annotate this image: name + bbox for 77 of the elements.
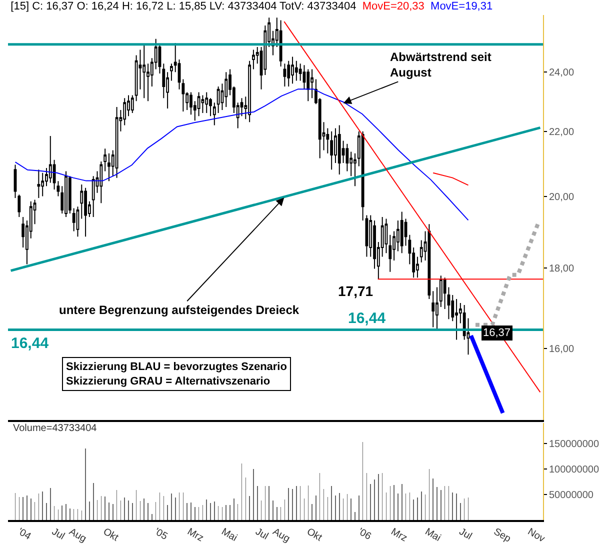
candlestick xyxy=(388,234,392,272)
candlestick xyxy=(216,86,220,114)
chart-title: Volume=43733404 xyxy=(13,423,98,434)
x-tick-label: Sep xyxy=(492,526,513,544)
candlestick xyxy=(400,211,404,254)
chart-title: [15] C: 16,37 O: 16,24 H: 16,72 L: 15,85 LV: 43733404 TotV: 43733404 xyxy=(10,0,356,12)
candlestick xyxy=(170,63,173,82)
x-tick-label: '05 xyxy=(152,526,170,543)
candlestick xyxy=(306,68,310,102)
candlestick xyxy=(64,170,68,218)
text: MovE=19,31 xyxy=(430,0,493,12)
y-tick-label: 150000000 xyxy=(549,438,600,450)
candlestick xyxy=(252,49,255,70)
x-tick-label: Mai xyxy=(219,526,239,544)
candlestick xyxy=(365,214,368,258)
candlestick xyxy=(201,94,204,114)
candlestick xyxy=(455,298,458,340)
candlestick xyxy=(432,290,435,328)
annotation: Skizzierung BLAU = bevorzugtes Szenario Skizzierung GRAU = Alternativszenario xyxy=(66,361,288,388)
candlestick xyxy=(248,60,252,123)
candlestick xyxy=(205,92,208,114)
y-tick-label: 24,00 xyxy=(549,68,574,79)
x-tick-label: Jul xyxy=(456,526,474,542)
candlestick xyxy=(291,56,294,84)
line-series xyxy=(14,88,469,221)
candlestick xyxy=(346,143,349,172)
candlestick xyxy=(439,275,442,308)
candlestick xyxy=(287,60,290,87)
x-tick-label: Mrz xyxy=(185,526,206,544)
ref-line-label: 16,44 xyxy=(348,310,386,327)
candlestick xyxy=(428,224,431,300)
annotation: Abwärtstrend seit August xyxy=(390,50,492,80)
candlestick xyxy=(338,124,341,176)
x-tick-label: Mai xyxy=(422,526,442,544)
candlestick xyxy=(84,187,87,238)
candlestick xyxy=(115,106,118,178)
candlestick xyxy=(310,68,314,99)
y-tick-label: 100000000 xyxy=(549,464,600,476)
x-tick-label: Aug xyxy=(270,526,292,544)
annotation: untere Begrenzung aufsteigendes Dreieck xyxy=(59,303,300,317)
candlestick xyxy=(330,130,334,170)
x-tick-label: '04 xyxy=(16,526,33,543)
y-tick-label: 22,00 xyxy=(549,126,574,138)
x-tick-label: Jul xyxy=(253,526,270,542)
y-tick-label: 50000000 xyxy=(549,490,594,501)
candlestick xyxy=(104,148,107,172)
annotation: 16,44 xyxy=(11,335,50,352)
candlestick xyxy=(142,44,146,99)
candlestick xyxy=(130,94,134,114)
candlestick xyxy=(279,20,282,67)
candlestick xyxy=(283,63,286,87)
candlestick xyxy=(41,172,44,197)
annotation: 17,71 xyxy=(338,283,374,299)
candlestick xyxy=(108,152,110,182)
candlestick xyxy=(354,152,356,187)
x-tick-label: Aug xyxy=(67,526,88,544)
x-tick-label: '06 xyxy=(356,526,374,543)
y-tick-label: 18,00 xyxy=(549,264,574,275)
x-tick-label: Jul xyxy=(50,526,66,542)
y-tick-label: 16,00 xyxy=(549,344,574,355)
candlestick xyxy=(384,218,388,254)
y-tick-label: 20,00 xyxy=(549,192,574,203)
x-tick-label: Nov xyxy=(526,526,547,544)
x-tick-label: Okt xyxy=(304,526,324,544)
candlestick xyxy=(436,286,438,330)
text: MovE=20,33 xyxy=(362,0,424,12)
x-tick-label: Okt xyxy=(101,526,120,544)
candlestick xyxy=(197,92,200,117)
candlestick xyxy=(224,72,228,108)
candlestick xyxy=(361,130,364,222)
candlestick xyxy=(37,169,40,198)
x-tick-label: Mrz xyxy=(388,526,409,544)
candlestick xyxy=(100,160,103,204)
candlestick xyxy=(212,102,216,126)
candlestick xyxy=(76,206,80,238)
annotation: 16,37 xyxy=(483,327,511,339)
candlestick xyxy=(294,60,298,82)
